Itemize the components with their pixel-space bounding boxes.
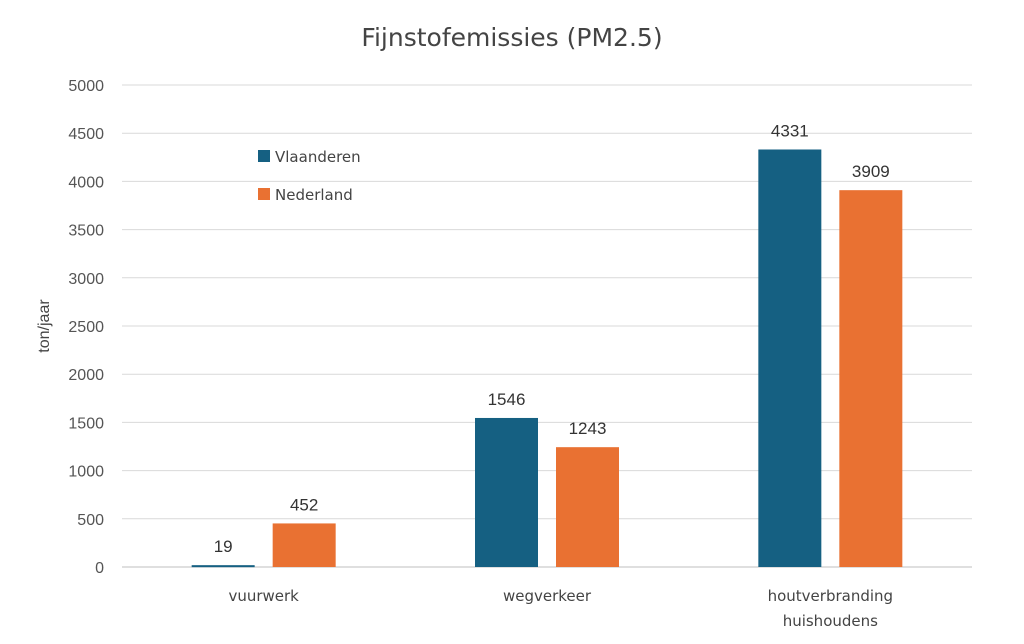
data-labels: 19 452 1546 1243 4331 3909: [214, 121, 890, 556]
legend: Vlaanderen Nederland: [258, 148, 361, 204]
bar: [475, 417, 538, 567]
x-tick-label: wegverkeer: [503, 587, 592, 605]
x-tick-label: vuurwerk: [228, 587, 299, 605]
y-tick-labels: 0 500 1000 1500 2000 2500 3000 3500 4000 4500 5000: [68, 78, 104, 577]
x-tick-label: huishoudens: [783, 612, 878, 630]
y-tick-label: 1000: [68, 464, 104, 481]
y-tick-label: 5000: [68, 78, 104, 95]
x-tick-labels: vuurwerk wegverkeer houtverbranding huishou…: [228, 587, 893, 630]
legend-label: Vlaanderen: [275, 148, 361, 166]
bar: [758, 149, 822, 568]
y-axis-label: ton/jaar: [36, 299, 53, 353]
legend-swatch: [258, 150, 270, 162]
data-label: 452: [290, 495, 318, 514]
y-tick-label: 2000: [68, 367, 104, 384]
y-tick-label: 4500: [68, 126, 104, 143]
data-label: 19: [214, 537, 233, 556]
y-tick-label: 4000: [68, 174, 104, 191]
legend-swatch: [258, 188, 270, 200]
y-tick-label: 2500: [68, 319, 104, 336]
gridlines: [122, 84, 972, 568]
x-tick-label: houtverbranding: [768, 587, 893, 605]
y-tick-label: 500: [77, 512, 104, 529]
bar: [556, 447, 619, 567]
bar: [839, 190, 903, 567]
y-tick-label: 3000: [68, 271, 104, 288]
data-label: 4331: [771, 121, 809, 140]
bars: [191, 149, 903, 568]
chart-title: Fijnstofemissies (PM2.5): [361, 23, 662, 52]
bar: [191, 565, 255, 568]
bar: [272, 523, 336, 567]
legend-label: Nederland: [275, 186, 353, 204]
y-tick-label: 0: [95, 560, 104, 577]
data-label: 1546: [488, 390, 526, 409]
y-tick-label: 1500: [68, 415, 104, 432]
data-label: 3909: [852, 162, 890, 181]
data-label: 1243: [569, 419, 607, 438]
y-tick-label: 3500: [68, 223, 104, 240]
